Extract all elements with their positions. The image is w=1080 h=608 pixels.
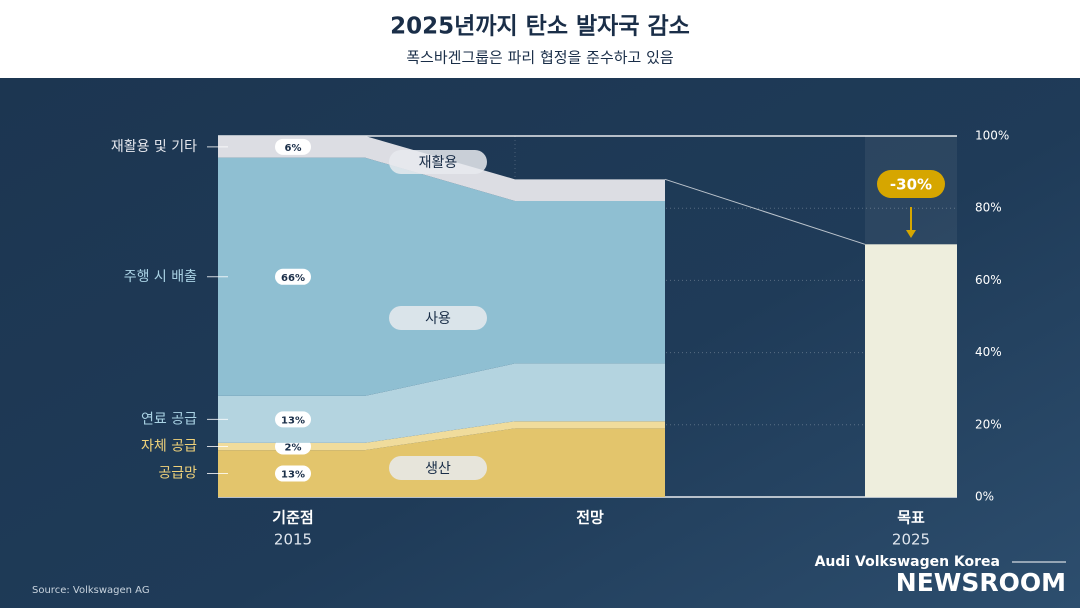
annotation-arrowhead [906,230,916,238]
source: Source: Volkswagen AG [32,585,150,596]
value-label: 2% [285,442,302,453]
value-pill [275,465,311,482]
series-label: 자체 공급 [141,438,197,454]
series-label: 주행 시 배출 [124,269,197,285]
x-tick-label: 목표 [897,509,925,527]
target-bar [865,244,957,497]
plot: 0% 20% 40% 60% 80% 100% 공급망 13% 자체 공급 2% 연료 공급 13% 주… [111,129,1010,549]
value-label: 6% [285,143,302,154]
value-pill [275,411,311,428]
annotation: -30% [890,176,932,194]
value-pill [275,138,311,155]
area-segment [218,157,665,396]
series-label: 연료 공급 [141,411,197,427]
brand-name: NEWSROOM [896,568,1066,597]
y-tick-label: 60% [975,273,1002,287]
series-label: 공급망 [158,466,197,482]
annotation-pill [877,170,945,198]
group-label: 재활용 [419,155,458,171]
brand-line: Audi Volkswagen Korea [815,554,1000,570]
connector [664,178,866,245]
series-label: 재활용 및 기타 [111,139,197,155]
group-pill [389,306,487,330]
x-tick-sublabel: 2015 [274,531,312,549]
group-pill [389,150,487,174]
value-label: 66% [281,273,305,284]
group-label: 생산 [425,461,451,477]
area-segment [218,363,665,443]
y-tick-label: 20% [975,417,1002,431]
value-pill [275,268,311,285]
y-tick-label: 40% [975,345,1002,359]
group-pill [389,456,487,480]
chart-subtitle: 폭스바겐그룹은 파리 협정을 준수하고 있음 [406,49,673,67]
value-label: 13% [281,415,305,426]
x-tick-label: 기준점 [272,509,313,527]
value-label: 13% [281,470,305,481]
chart-title: 2025년까지 탄소 발자국 감소 [390,14,690,40]
y-tick-label: 80% [975,201,1002,215]
header [0,0,1080,78]
x-tick-label: 전망 [576,509,604,527]
x-tick-sublabel: 2025 [892,531,930,549]
y-tick-label: 0% [975,490,994,504]
group-label: 사용 [425,311,451,327]
y-tick-label: 100% [975,129,1009,143]
